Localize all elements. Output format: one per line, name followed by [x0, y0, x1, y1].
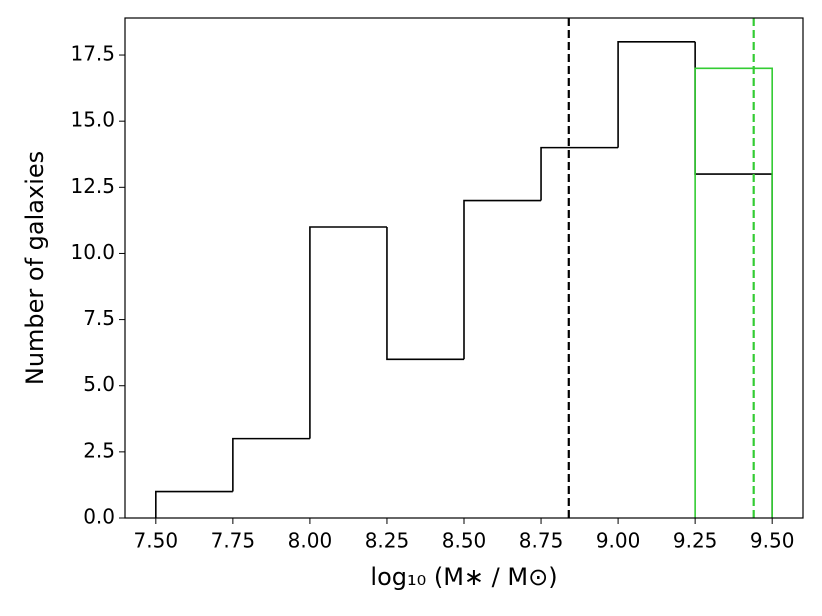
x-tick-label: 8.75: [519, 529, 564, 553]
x-tick-label: 9.50: [750, 529, 795, 553]
hist-step: [694, 67, 773, 518]
y-tick-label: 5.0: [83, 372, 115, 396]
hist-step: [309, 226, 387, 439]
x-tick-label: 9.00: [596, 529, 641, 553]
y-tick-label: 10.0: [70, 240, 115, 264]
x-tick-label: 7.75: [211, 529, 256, 553]
x-tick-label: 8.50: [442, 529, 487, 553]
y-tick-label: 7.5: [83, 306, 115, 330]
hist-step: [155, 490, 233, 518]
y-tick-label: 2.5: [83, 438, 115, 462]
x-tick-label: 8.25: [365, 529, 410, 553]
hist-step: [694, 41, 773, 518]
hist-step: [540, 146, 619, 201]
x-tick-label: 7.50: [134, 529, 179, 553]
y-tick-label: 15.0: [70, 108, 115, 132]
x-tick-label: 9.25: [673, 529, 718, 553]
plot-frame: [124, 17, 804, 519]
hist-step: [617, 41, 696, 148]
y-axis-label: Number of galaxies: [21, 151, 49, 385]
hist-step: [463, 199, 542, 360]
hist-step: [386, 226, 464, 361]
x-axis-label: log₁₀ (M∗ / M⊙): [370, 563, 557, 591]
y-tick-label: 0.0: [83, 505, 115, 529]
x-tick-label: 8.00: [288, 529, 333, 553]
y-tick-label: 17.5: [70, 42, 115, 66]
hist-step: [232, 437, 310, 492]
y-tick-label: 12.5: [70, 174, 115, 198]
